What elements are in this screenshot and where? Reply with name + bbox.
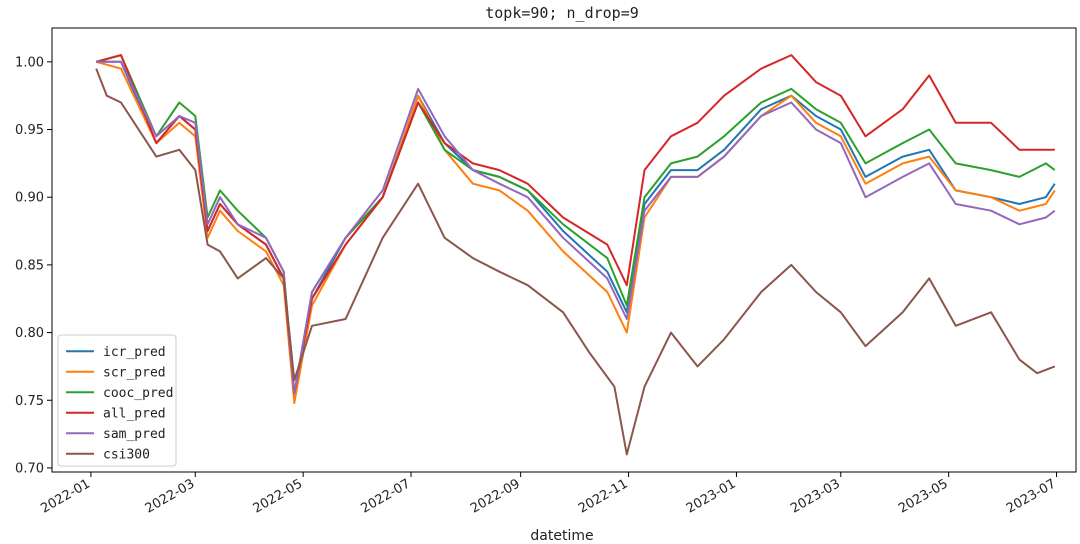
y-tick-label: 0.75 [15,394,44,409]
legend-label: sam_pred [103,427,166,442]
x-tick-label: 2023-03 [788,476,843,516]
y-tick-label: 0.85 [15,258,44,273]
y-tick-label: 0.70 [15,461,44,476]
x-tick-label: 2022-11 [576,476,631,516]
y-axis: 0.70 0.75 0.80 0.85 0.90 0.95 1.00 [15,55,52,476]
x-tick-label: 2022-09 [468,476,523,516]
plot-frame [51,27,1077,473]
x-tick-label: 2023-05 [896,476,951,516]
series-line-cooc_pred [95,54,1056,395]
x-tick-label: 2022-05 [251,476,306,516]
x-tick-label: 2022-03 [143,476,198,516]
series-line-sam_pred [96,60,1056,395]
series-line-all_pred [95,54,1055,395]
y-tick-label: 0.90 [15,191,44,206]
y-tick-label: 0.80 [15,326,44,341]
legend-label: cooc_pred [103,386,173,401]
legend-label: scr_pred [103,365,166,380]
y-tick-label: 1.00 [15,55,44,70]
x-axis: 2022-01 2022-03 2022-05 2022-07 2022-09 2022-… [38,472,1059,517]
series-line-scr_pred [95,60,1056,404]
x-tick-label: 2022-07 [358,476,413,516]
x-tick-label: 2023-01 [684,476,739,516]
series-line-csi300 [95,68,1056,456]
y-tick-label: 0.95 [15,123,44,138]
x-tick-label: 2023-07 [1004,476,1059,516]
x-tick-label: 2022-01 [38,476,93,516]
legend-label: all_pred [103,406,166,421]
x-axis-title: datetime [530,528,593,544]
legend-label: csi300 [103,447,150,462]
series-layer [95,54,1056,456]
legend: icr_pred scr_pred cooc_pred all_pred sam_pre… [57,334,177,467]
legend-label: icr_pred [103,345,166,360]
series-line-icr_pred [96,60,1056,395]
chart-title: topk=90; n_drop=9 [485,4,639,22]
